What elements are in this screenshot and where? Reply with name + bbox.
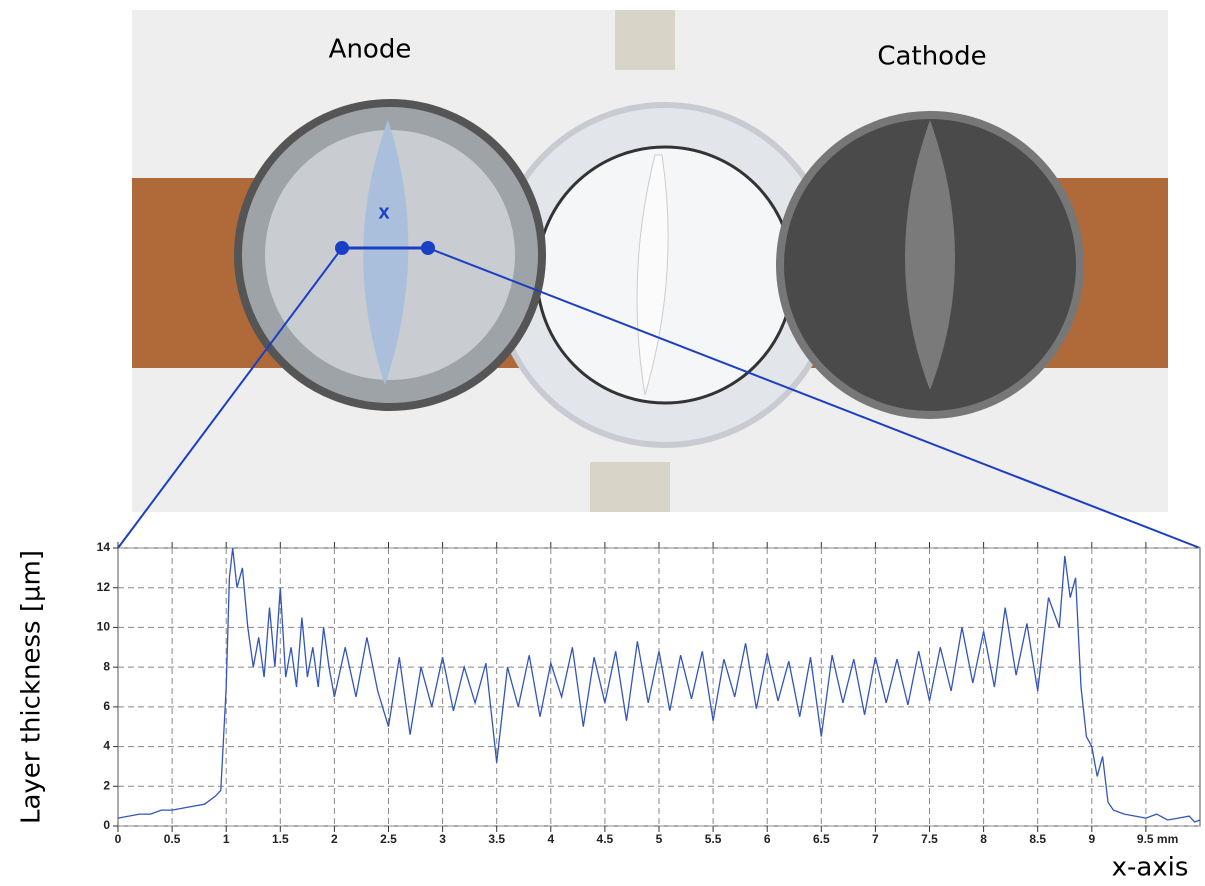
y-tick-label: 14 (97, 540, 111, 554)
x-tick-label: 1 (223, 832, 230, 846)
x-tick-label: 8 (980, 832, 987, 846)
separator-slot (636, 154, 669, 396)
x-tick-label: 9.5 mm (1137, 832, 1178, 846)
anode-label: Anode (329, 35, 412, 65)
x-marker-label: x (378, 201, 389, 223)
x-tick-label: 3 (439, 832, 446, 846)
x-tick-label: 5 (656, 832, 663, 846)
y-tick-label: 8 (103, 659, 110, 673)
x-tick-label: 2.5 (380, 832, 397, 846)
x-tick-label: 2 (331, 832, 338, 846)
photo: Anode Cathode x (117, 10, 1201, 549)
y-tick-label: 4 (103, 739, 110, 753)
y-axis-title: Layer thickness [µm] (17, 550, 47, 824)
anode-layer (363, 120, 409, 385)
x-tick-label: 8.5 (1029, 832, 1046, 846)
y-tick-label: 6 (103, 699, 110, 713)
zoom-line (427, 247, 1201, 549)
x-tick-label: 7.5 (921, 832, 938, 846)
x-axis-title: x-axis (1112, 853, 1189, 883)
fitting-bottom (590, 462, 670, 512)
x-tick-label: 4.5 (597, 832, 614, 846)
thickness-line (117, 547, 1201, 823)
x-tick-label: 6 (764, 832, 771, 846)
x-tick-label: 1.5 (272, 832, 289, 846)
x-tick-label: 6.5 (813, 832, 830, 846)
plot: 0 2 4 6 8 10 12 14 0 0.5 1 1.5 2 2.5 3 3.5 4 4.5 5 5.5 6 6.5 7… (97, 540, 1201, 846)
y-tick-label: 2 (103, 778, 110, 792)
x-tick-label: 9 (1088, 832, 1095, 846)
y-tick-label: 0 (103, 818, 110, 832)
x-tick-label: 4 (547, 832, 554, 846)
x-tick-label: 3.5 (488, 832, 505, 846)
cathode-layer (905, 120, 955, 390)
x-tick-label: 0.5 (164, 832, 181, 846)
y-tick-label: 10 (97, 620, 111, 634)
y-tick-label: 12 (97, 580, 111, 594)
x-tick-label: 5.5 (705, 832, 722, 846)
fitting-top (615, 10, 675, 70)
x-tick-label: 0 (115, 832, 122, 846)
cathode-label: Cathode (877, 42, 986, 72)
zoom-line (117, 247, 343, 549)
x-tick-label: 7 (872, 832, 879, 846)
